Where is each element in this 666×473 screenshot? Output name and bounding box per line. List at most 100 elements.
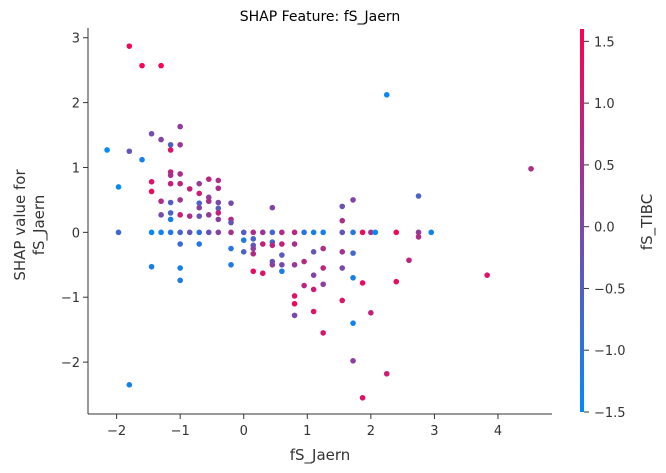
scatter-point — [205, 194, 212, 201]
scatter-point — [215, 216, 222, 223]
colorbar-label: fS_TIBC — [638, 194, 657, 250]
x-axis-label: fS_Jaern — [290, 446, 351, 465]
scatter-point — [240, 229, 247, 236]
scatter-point — [428, 229, 435, 236]
scatter-point — [186, 229, 193, 236]
scatter-point — [228, 219, 234, 226]
scatter-point — [279, 252, 285, 258]
scatter-point — [177, 277, 183, 284]
scatter-point — [269, 229, 276, 236]
scatter-point — [158, 136, 164, 143]
y-tick-label: 3 — [72, 32, 80, 47]
scatter-point — [177, 212, 183, 218]
x-tick-label: −1 — [171, 424, 190, 439]
scatter-point — [310, 308, 317, 315]
scatter-point — [339, 297, 346, 304]
scatter-point — [269, 242, 276, 249]
scatter-point — [215, 199, 222, 206]
y-axis-label-line-2: fS_Jaern — [30, 195, 49, 256]
scatter-point — [148, 263, 155, 270]
scatter-point — [228, 229, 234, 236]
x-axis-ticks: −2 −1 0 1 2 3 4 — [107, 414, 502, 439]
scatter-point — [205, 212, 212, 218]
scatter-point — [259, 241, 266, 247]
y-tick-label: 2 — [72, 97, 80, 112]
scatter-point — [240, 249, 247, 255]
scatter-point — [177, 180, 183, 187]
scatter-point — [383, 370, 390, 377]
scatter-point — [148, 188, 155, 195]
scatter-point — [291, 312, 298, 319]
scatter-point — [177, 265, 183, 271]
scatter-point — [167, 229, 174, 236]
scatter-point — [177, 141, 183, 148]
scatter-point — [339, 217, 346, 224]
scatter-point — [393, 229, 400, 236]
scatter-point — [320, 265, 326, 271]
scatter-point — [359, 394, 366, 401]
scatter-point — [368, 229, 374, 236]
scatter-point — [215, 185, 222, 192]
scatter-point — [350, 320, 356, 326]
scatter-point — [359, 229, 366, 236]
scatter-point — [148, 229, 155, 236]
scatter-point — [205, 198, 212, 205]
scatter-point — [196, 204, 203, 211]
scatter-point — [320, 281, 326, 288]
y-tick-label: 1 — [72, 161, 80, 176]
scatter-point — [196, 213, 203, 219]
scatter-point — [320, 245, 326, 252]
scatter-point — [196, 190, 203, 197]
scatter-point — [139, 62, 145, 69]
scatter-point — [186, 213, 193, 219]
scatter-point — [350, 250, 356, 256]
scatter-point — [484, 272, 490, 278]
scatter-point — [393, 278, 400, 285]
scatter-point — [310, 249, 317, 255]
scatter-point — [250, 236, 257, 242]
x-tick-label: 3 — [430, 424, 438, 439]
scatter-point — [291, 261, 298, 268]
scatter-point — [350, 358, 356, 364]
scatter-point — [215, 205, 222, 212]
scatter-point — [291, 241, 298, 247]
scatter-point — [205, 229, 212, 236]
colorbar-tick-label: −1.5 — [594, 406, 626, 421]
scatter-point — [301, 258, 307, 265]
scatter-point — [291, 293, 298, 299]
scatter-point — [196, 229, 203, 236]
scatter-point — [339, 229, 346, 236]
scatter-point — [115, 229, 122, 236]
scatter-point — [406, 257, 412, 264]
scatter-point — [167, 172, 174, 179]
y-axis-ticks: −2 −1 0 1 2 3 — [61, 32, 88, 371]
scatter-point — [177, 171, 183, 177]
y-tick-label: −1 — [61, 291, 80, 306]
colorbar-tick-label: −1.0 — [594, 344, 626, 359]
scatter-point — [350, 229, 356, 236]
scatter-point — [158, 198, 164, 205]
scatter-point — [196, 241, 203, 247]
colorbar-tick-label: −0.5 — [594, 282, 626, 297]
scatter-point — [291, 300, 298, 307]
scatter-point — [350, 274, 356, 281]
scatter-point — [339, 249, 346, 255]
y-axis-label-line-1: SHAP value for — [11, 169, 29, 281]
scatter-point — [148, 178, 155, 185]
chart-title: SHAP Feature: fS_Jaern — [240, 9, 400, 25]
scatter-point — [383, 92, 390, 98]
scatter-point — [301, 282, 307, 289]
x-tick-label: 4 — [494, 424, 502, 439]
scatter-point — [196, 180, 203, 187]
scatter-point — [177, 229, 183, 236]
scatter-point — [228, 245, 234, 252]
scatter-point — [215, 177, 222, 184]
scatter-point — [158, 229, 164, 236]
scatter-point — [205, 176, 212, 182]
scatter-point — [279, 241, 285, 247]
y-tick-label: −2 — [61, 356, 80, 371]
scatter-point — [158, 212, 164, 218]
scatter-point — [177, 197, 183, 203]
scatter-point — [310, 286, 317, 293]
